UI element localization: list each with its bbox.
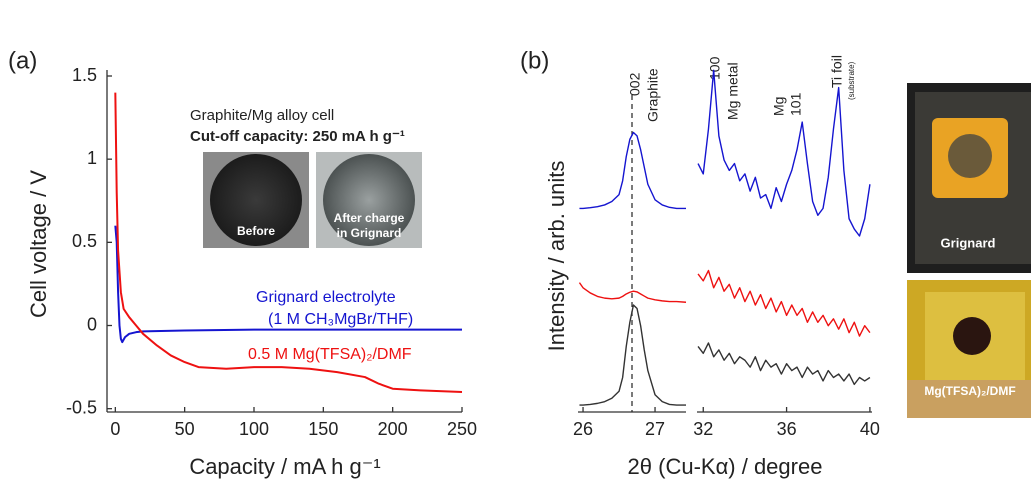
peak-label: 100 [707,56,723,80]
photo-label: Grignard [941,235,996,250]
x-tick-label: 200 [378,419,408,439]
inset-subtitle: Cut-off capacity: 250 mA h g⁻¹ [190,128,405,145]
inset-title: Graphite/Mg alloy cell [190,107,334,124]
data-line [697,342,871,386]
photo-hand [907,380,1031,418]
photo-sample [953,317,991,355]
x-axis-title: Capacity / mA h g⁻¹ [189,454,380,479]
inset-sample [323,154,415,246]
data-line [697,269,871,337]
inset-photo-label: After charge [334,211,405,225]
x-tick-label: 150 [308,419,338,439]
panel-label: (a) [8,47,37,74]
y-tick-label: 1 [87,148,97,168]
legend-label: (1 M CH₃MgBr/THF) [268,311,413,328]
peak-label: Graphite [645,68,661,122]
y-tick-label: 0 [87,314,97,334]
x-tick-label: 100 [239,419,269,439]
x-tick-label: 27 [645,419,665,439]
peak-label: (substrate) [847,61,856,100]
peak-label: 101 [788,92,804,116]
inset-sample [210,154,302,246]
y-tick-label: 1.5 [72,65,97,85]
photo-sample [948,134,992,178]
x-tick-label: 32 [693,419,713,439]
legend-label: 0.5 M Mg(TFSA)₂/DMF [248,346,412,363]
data-line [697,69,871,237]
data-line [579,304,686,406]
photo-label: Mg(TFSA)₂/DMF [924,384,1015,398]
data-line [114,225,462,344]
panel-label: (b) [520,47,549,74]
y-tick-label: -0.5 [66,397,97,417]
legend-label: Grignard electrolyte [256,289,396,306]
y-axis-title: Intensity / arb. units [544,161,569,352]
x-tick-label: 0 [110,419,120,439]
inset-photo-label: Before [237,224,275,238]
data-line [579,131,686,210]
x-tick-label: 36 [777,419,797,439]
data-line [114,92,463,394]
peak-label: Ti foil [829,55,845,88]
x-tick-label: 40 [860,419,880,439]
peak-label: Mg metal [725,62,741,120]
x-axis-title: 2θ (Cu-Kα) / degree [628,454,823,479]
peak-label: 002 [627,72,643,96]
x-tick-label: 26 [573,419,593,439]
data-line [578,282,687,303]
inset-photo-label: in Grignard [337,226,402,240]
x-tick-label: 50 [175,419,195,439]
peak-label: Mg [771,97,787,116]
x-tick-label: 250 [447,419,477,439]
y-axis-title: Cell voltage / V [26,170,51,318]
y-tick-label: 0.5 [72,231,97,251]
